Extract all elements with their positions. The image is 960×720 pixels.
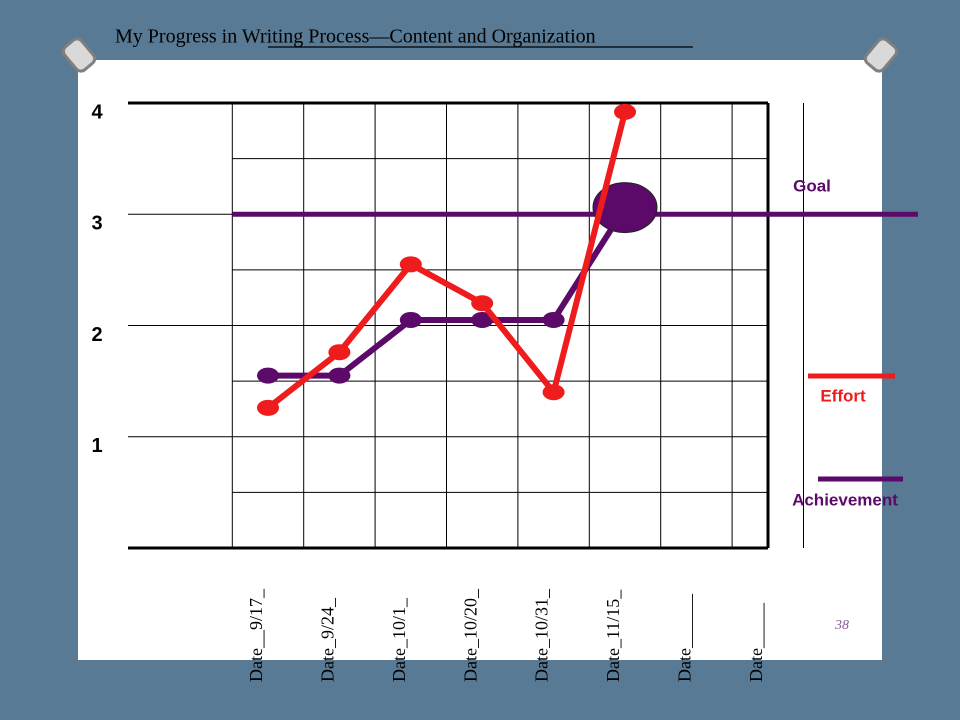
slide-number: 38 [834,618,849,633]
pins [61,37,899,73]
series-line [268,205,628,379]
data-point [471,295,494,312]
data-point [471,311,494,328]
x-tick-label: Date_10/31_ [532,588,552,682]
data-point [328,344,351,361]
data-point [399,256,422,273]
x-tick-label: Date__9/17_ [246,588,266,682]
data-point [257,399,279,416]
x-tick-label: Date_10/1_ [389,597,409,682]
x-tick-label: Date_9/24_ [318,597,338,682]
card [78,60,882,660]
legend-label: Achievement [792,490,898,509]
data-point [542,384,565,401]
data-point [257,367,279,384]
chart-title: My Progress in Writing Process—Content a… [115,26,596,48]
y-tick-label: 1 [91,435,102,457]
legend-label: Effort [820,386,866,405]
data-point [614,103,636,120]
x-tick-label: Date_11/15_ [603,589,623,682]
x-tick-label: Date______ [675,593,695,682]
y-tick-label: 3 [91,213,102,235]
x-tick-label: Date_10/20_ [460,588,480,682]
data-point [592,182,658,234]
data-point [542,311,565,328]
y-tick-label: 4 [91,101,103,123]
y-tick-label: 2 [91,324,102,346]
x-tick-label: Date_____ [746,602,766,682]
data-point [328,367,351,384]
goal-label: Goal [793,177,831,196]
series-line [266,111,628,411]
data-point [399,311,422,328]
